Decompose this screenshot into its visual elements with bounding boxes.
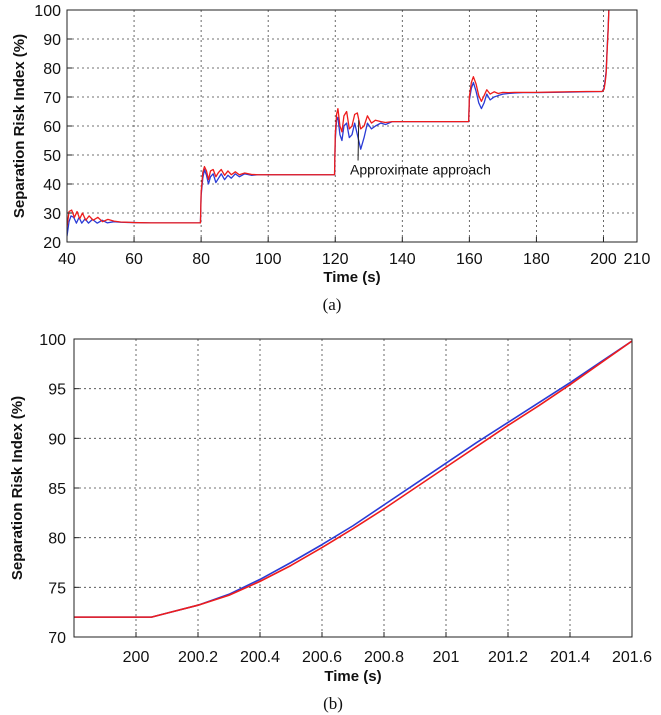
y-tick-label: 95 <box>48 382 66 399</box>
y-tick-label: 20 <box>43 235 61 252</box>
panel-caption: (a) <box>323 295 342 314</box>
x-tick-label: 180 <box>523 251 550 268</box>
x-tick-label: 60 <box>125 251 143 268</box>
x-tick-label: 210 <box>624 251 651 268</box>
series-line-red <box>74 340 632 618</box>
x-tick-label: 200.8 <box>364 649 404 666</box>
chart-panel-b: 200 200.2 200.4 200.6 200.8 201 201.2 201.4 201.… <box>9 332 652 713</box>
chart-panel-a: 40 60 80 100 120 140 160 180 200 210 20 30 40 50 60 70 8… <box>11 3 650 314</box>
y-tick-label: 75 <box>48 580 66 597</box>
series-line-red <box>67 9 610 228</box>
x-tick-label: 200.6 <box>302 649 342 666</box>
y-tick-label: 100 <box>34 3 61 20</box>
y-tick-label: 85 <box>48 481 66 498</box>
x-axis-title: Time (s) <box>323 269 380 286</box>
y-tick-label: 100 <box>39 332 66 349</box>
x-tick-label: 40 <box>58 251 76 268</box>
y-tick-label: 40 <box>43 177 61 194</box>
x-tick-label: 201 <box>433 649 460 666</box>
x-tick-label: 200 <box>123 649 150 666</box>
panel-caption: (b) <box>323 694 343 713</box>
annotation-label: Approximate approach <box>350 162 491 178</box>
x-tick-label: 140 <box>389 251 416 268</box>
x-tick-label: 200 <box>590 251 617 268</box>
y-tick-label: 70 <box>48 630 66 647</box>
y-tick-label: 80 <box>48 531 66 548</box>
x-tick-label: 201.4 <box>550 649 590 666</box>
y-tick-label: 30 <box>43 206 61 223</box>
y-tick-label: 80 <box>43 61 61 78</box>
x-tick-label: 200.2 <box>178 649 218 666</box>
x-tick-label: 80 <box>192 251 210 268</box>
plot-area <box>74 339 632 637</box>
y-tick-label: 90 <box>43 32 61 49</box>
annotation-pointer <box>357 120 360 161</box>
y-tick-label: 60 <box>43 119 61 136</box>
x-tick-label: 100 <box>255 251 282 268</box>
y-axis-title: Separation Risk Index (%) <box>9 396 26 580</box>
x-tick-label: 200.4 <box>240 649 280 666</box>
x-tick-label: 201.2 <box>488 649 528 666</box>
x-tick-label: 120 <box>322 251 349 268</box>
y-tick-label: 70 <box>43 90 61 107</box>
y-axis-title: Separation Risk Index (%) <box>11 34 28 218</box>
x-tick-label: 160 <box>456 251 483 268</box>
x-tick-label: 201.6 <box>612 649 652 666</box>
y-tick-label: 90 <box>48 431 66 448</box>
x-axis-title: Time (s) <box>324 668 381 685</box>
y-tick-label: 50 <box>43 148 61 165</box>
